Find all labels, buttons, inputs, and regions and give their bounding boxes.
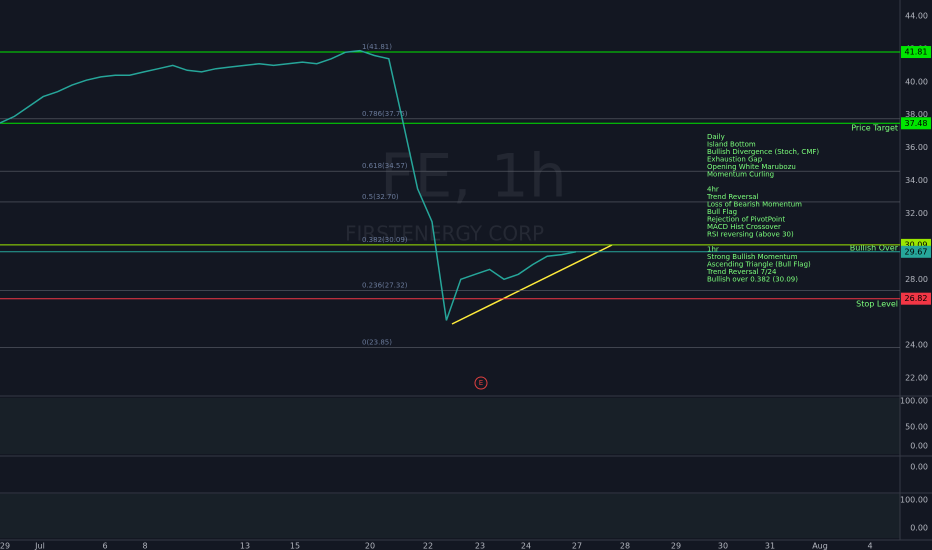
- note-line: Momentum Curling: [707, 171, 774, 179]
- x-tick-label: 27: [572, 542, 582, 550]
- earnings-marker: [474, 376, 488, 390]
- fib-label: 0.382(30.09): [362, 236, 408, 244]
- note-line: Exhaustion Gap: [707, 156, 763, 164]
- note-line: Bull Flag: [707, 208, 737, 216]
- x-tick-label: 29: [671, 542, 681, 550]
- fib-label: 1(41.81): [362, 43, 392, 51]
- x-tick-label: 23: [475, 542, 485, 550]
- x-tick-label: 30: [718, 542, 728, 550]
- note-line: Daily: [707, 133, 725, 141]
- level-label: 26.82: [905, 294, 928, 303]
- y-tick-label: 36.00: [905, 143, 928, 152]
- level-label: 30.09: [905, 240, 928, 249]
- level-tag: [901, 46, 931, 59]
- y-tick-label: 28.00: [905, 275, 928, 284]
- panel-tick-label: 100.00: [900, 496, 928, 505]
- note-line: RSI reversing (above 30): [707, 231, 794, 239]
- x-tick-label: 24: [521, 542, 531, 550]
- level-tag: [901, 245, 931, 258]
- annotation: Stop Level: [856, 300, 898, 309]
- x-tick-label: 31: [765, 542, 775, 550]
- level-label: 29.67: [905, 247, 928, 256]
- panel-tick-label: 0.00: [910, 524, 928, 533]
- indicator-panel: [0, 494, 900, 538]
- trendline: [451, 244, 613, 325]
- note-line: Trend Reversal: [706, 193, 759, 201]
- note-line: 4hr: [707, 186, 719, 194]
- panel-tick-label: 50.00: [905, 423, 928, 432]
- annotation: Price Target: [851, 124, 898, 133]
- fib-label: 0.786(37.75): [362, 110, 408, 118]
- fib-label: 0.618(34.57): [362, 162, 408, 170]
- fib-label: 0(23.85): [362, 339, 392, 347]
- y-tick-label: 24.00: [905, 341, 928, 350]
- level-tag: [901, 292, 931, 305]
- note-line: Opening White Marubozu: [707, 163, 796, 171]
- price-line: [0, 49, 577, 321]
- level-label: 37.48: [905, 119, 928, 128]
- note-line: Ascending Triangle (Bull Flag): [707, 261, 811, 269]
- x-tick-label: 15: [290, 542, 300, 550]
- x-tick-label: 13: [240, 542, 250, 550]
- indicator-panel: [0, 457, 900, 492]
- note-line: 1hr: [707, 246, 719, 254]
- panel-tick-label: 0.00: [910, 442, 928, 451]
- note-line: MACD Hist Crossover: [707, 223, 781, 231]
- earnings-label: E: [479, 379, 483, 387]
- level-label: 41.81: [905, 48, 928, 57]
- x-tick-label: 8: [142, 542, 147, 550]
- indicator-panel: [0, 398, 900, 454]
- y-tick-label: 40.00: [905, 77, 928, 86]
- panel-tick-label: 100.00: [900, 397, 928, 406]
- x-tick-label: Jul: [34, 542, 45, 550]
- y-tick-label: 34.00: [905, 176, 928, 185]
- x-tick-label: 22: [423, 542, 433, 550]
- x-tick-label: 29: [0, 542, 10, 550]
- annotation: Bullish Over: [850, 244, 899, 253]
- x-tick-label: Aug: [812, 542, 828, 550]
- note-line: Island Bottom: [707, 141, 756, 149]
- note-line: Bullish Divergence (Stoch, CMF): [707, 148, 819, 156]
- y-tick-label: 22.00: [905, 374, 928, 383]
- level-tag: [901, 117, 931, 130]
- panel-tick-label: 0.00: [910, 463, 928, 472]
- y-tick-label: 32.00: [905, 209, 928, 218]
- x-tick-label: 6: [102, 542, 107, 550]
- x-tick-label: 20: [365, 542, 375, 550]
- watermark-symbol: FE, 1h: [380, 142, 567, 212]
- x-tick-label: 4: [867, 542, 872, 550]
- y-tick-label: 38.00: [905, 110, 928, 119]
- note-line: Strong Bullish Momentum: [707, 253, 798, 261]
- note-line: Rejection of PivotPoint: [707, 216, 785, 224]
- note-line: Bullish over 0.382 (30.09): [707, 276, 798, 284]
- fib-label: 0.236(27.32): [362, 281, 408, 289]
- note-line: Loss of Bearish Momentum: [707, 201, 802, 209]
- x-tick-label: 28: [620, 542, 630, 550]
- note-line: Trend Reversal 7/24: [706, 268, 777, 276]
- y-tick-label: 44.00: [905, 12, 928, 21]
- watermark-name: FIRSTENERGY CORP: [345, 222, 544, 246]
- fib-label: 0.5(32.70): [362, 193, 399, 201]
